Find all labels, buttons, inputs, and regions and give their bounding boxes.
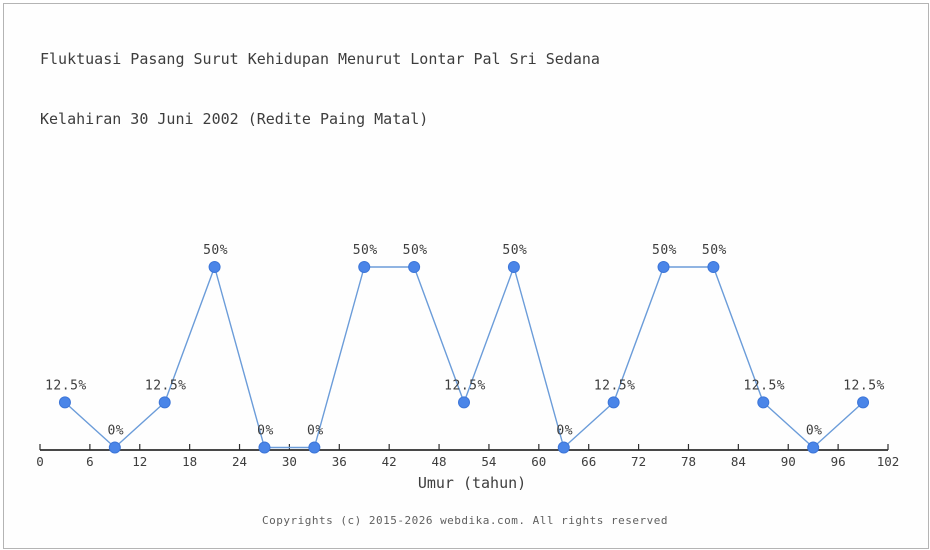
x-tick-label: 0: [36, 454, 44, 469]
data-point-label: 12.5%: [444, 378, 486, 393]
data-point: [158, 396, 171, 409]
x-axis-title: Umur (tahun): [418, 474, 526, 492]
data-point: [408, 261, 421, 273]
data-point: [208, 261, 221, 273]
chart-title: Fluktuasi Pasang Surut Kehidupan Menurut…: [40, 9, 600, 149]
data-point: [757, 396, 770, 409]
data-point-label: 12.5%: [45, 378, 87, 393]
x-tick-label: 42: [382, 454, 397, 469]
data-point: [308, 441, 321, 454]
x-tick-label: 90: [781, 454, 796, 469]
data-line: [64, 266, 864, 449]
data-point-label: 50%: [652, 243, 677, 258]
x-tick-label: 60: [531, 454, 546, 469]
data-point-label: 12.5%: [743, 378, 785, 393]
x-tick-label: 30: [282, 454, 297, 469]
copyright-text: Copyrights (c) 2015-2026 webdika.com. Al…: [262, 514, 668, 527]
data-point: [657, 261, 670, 273]
data-point-label: 0%: [257, 424, 274, 439]
data-point-label: 50%: [502, 243, 527, 258]
x-tick-label: 84: [731, 454, 746, 469]
data-point-label: 0%: [107, 424, 124, 439]
data-point-label: 0%: [307, 424, 324, 439]
data-point: [58, 396, 71, 409]
x-tick-label: 72: [631, 454, 646, 469]
x-tick-label: 48: [432, 454, 447, 469]
data-point-label: 0%: [556, 424, 573, 439]
data-point-label: 12.5%: [843, 378, 885, 393]
data-point-label: 50%: [353, 243, 378, 258]
data-point: [258, 441, 271, 454]
x-tick-label: 96: [831, 454, 846, 469]
x-tick-label: 54: [481, 454, 496, 469]
x-tick-label: 66: [581, 454, 596, 469]
data-point-label: 0%: [806, 424, 823, 439]
x-tick-label: 78: [681, 454, 696, 469]
x-tick-label: 24: [232, 454, 247, 469]
chart-title-line1: Fluktuasi Pasang Surut Kehidupan Menurut…: [40, 50, 600, 68]
data-point: [807, 441, 820, 454]
x-tick-label: 102: [877, 454, 900, 469]
data-point: [607, 396, 620, 409]
data-point-label: 12.5%: [594, 378, 636, 393]
data-point: [458, 396, 470, 409]
data-point-label: 50%: [203, 243, 228, 258]
data-point: [557, 441, 570, 454]
x-tick-label: 6: [86, 454, 94, 469]
x-tick-label: 18: [182, 454, 197, 469]
data-point: [707, 261, 720, 273]
chart-title-line2: Kelahiran 30 Juni 2002 (Redite Paing Mat…: [40, 110, 429, 128]
data-point-label: 12.5%: [145, 378, 187, 393]
data-point-label: 50%: [403, 243, 428, 258]
data-point-label: 50%: [702, 243, 727, 258]
x-tick-label: 12: [132, 454, 147, 469]
data-point: [857, 396, 870, 409]
data-point: [108, 441, 121, 454]
data-point: [358, 261, 371, 273]
x-tick-label: 36: [332, 454, 347, 469]
data-point: [507, 261, 520, 273]
